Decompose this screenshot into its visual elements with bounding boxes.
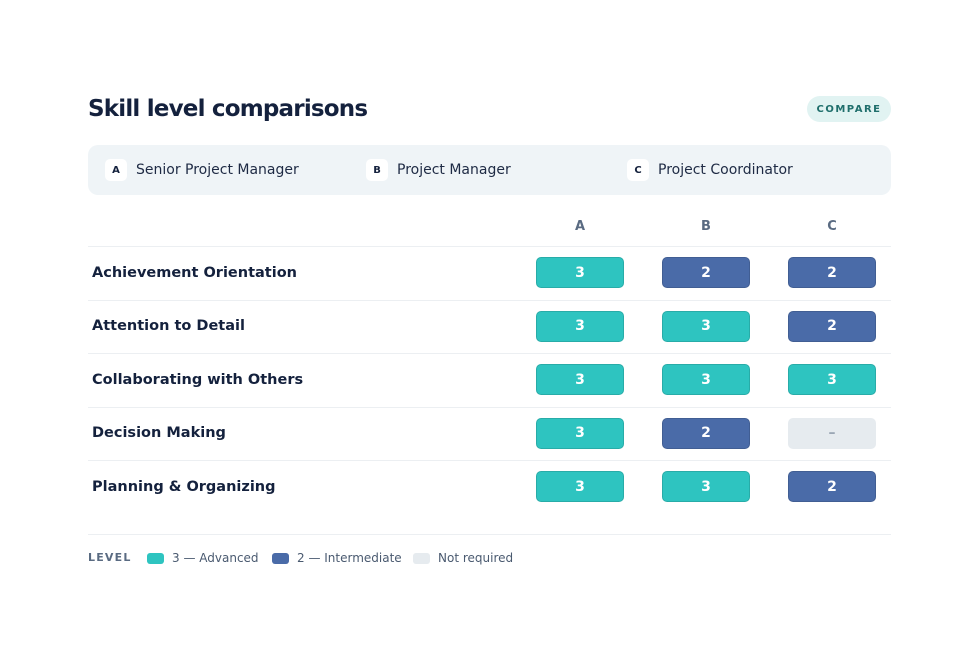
level-cell: 2 xyxy=(788,471,876,502)
legend-item: Not required xyxy=(413,551,513,565)
divider xyxy=(88,353,891,354)
legend-item: 2 — Intermediate xyxy=(272,551,402,565)
level-cell: 2 xyxy=(788,310,876,342)
compare-button[interactable]: COMPARE xyxy=(807,96,891,122)
skill-name: Achievement Orientation xyxy=(92,264,297,281)
column-header: C xyxy=(827,219,837,234)
legend-swatch xyxy=(147,552,164,564)
skill-name: Planning & Organizing xyxy=(92,478,276,495)
role-badge: C xyxy=(627,159,649,181)
level-cell: 3 xyxy=(788,364,876,395)
skill-name: Attention to Detail xyxy=(92,318,245,334)
role: C Project Coordinator xyxy=(627,145,793,195)
roles-bar: A Senior Project Manager B Project Manager C… xyxy=(88,145,891,195)
role-badge: B xyxy=(366,159,388,181)
divider xyxy=(88,299,891,301)
level-cell: 3 xyxy=(662,364,750,395)
level-cell: 3 xyxy=(536,364,624,395)
level-cell: 3 xyxy=(536,310,624,342)
legend-label: 2 — Intermediate xyxy=(297,551,402,565)
legend-swatch xyxy=(272,552,289,564)
title: Skill level comparisons xyxy=(88,96,368,122)
role-name: Project Coordinator xyxy=(658,162,793,178)
divider xyxy=(88,406,891,408)
divider xyxy=(88,460,891,461)
skill-name: Collaborating with Others xyxy=(92,371,304,388)
level-cell: – xyxy=(788,417,876,449)
role: A Senior Project Manager xyxy=(105,145,299,195)
level-cell: 3 xyxy=(662,310,750,342)
legend-label: Not required xyxy=(438,551,514,565)
role-name: Project Manager xyxy=(397,162,511,178)
legend-label: 3 — Advanced xyxy=(172,551,259,565)
level-cell: 2 xyxy=(662,417,750,449)
level-cell: 2 xyxy=(788,257,876,288)
column-header: B xyxy=(701,219,711,234)
level-cell: 3 xyxy=(662,471,750,502)
level-cell: 2 xyxy=(662,257,750,288)
column-header: A xyxy=(574,219,586,234)
legend-title: LEVEL xyxy=(88,551,132,564)
level-cell: 3 xyxy=(536,417,624,449)
divider xyxy=(88,534,891,535)
level-cell: 3 xyxy=(536,471,624,502)
divider xyxy=(88,246,891,247)
role-badge: A xyxy=(105,159,127,181)
level-cell: 3 xyxy=(536,257,624,288)
skill-name: Decision Making xyxy=(92,425,226,441)
role: B Project Manager xyxy=(366,145,511,195)
role-name: Senior Project Manager xyxy=(136,162,299,178)
legend-swatch xyxy=(413,552,430,564)
legend-item: 3 — Advanced xyxy=(147,551,259,565)
